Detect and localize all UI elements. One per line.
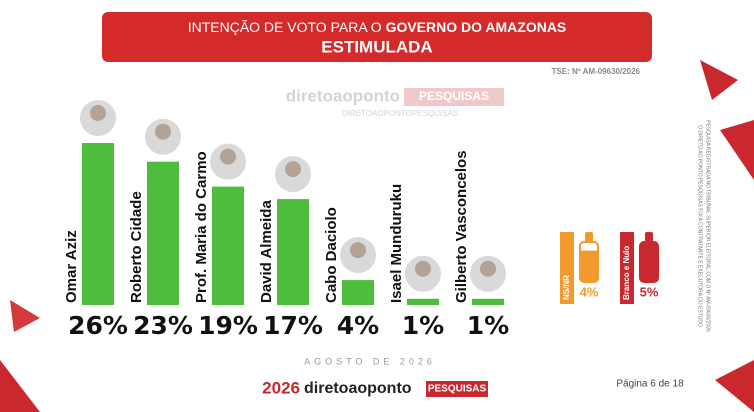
decor [720, 120, 754, 180]
photo-head [90, 105, 106, 121]
candidate-name: Roberto Cidade [128, 191, 145, 303]
legend-box [620, 232, 634, 304]
decor [715, 360, 754, 412]
photo-head [350, 242, 366, 259]
candidate-name: Prof. Maria do Carmo [193, 151, 210, 303]
value-label: 23% [133, 311, 193, 340]
footer-tag: PESQUISAS [428, 384, 487, 395]
chart-title: INTENÇÃO DE VOTO PARA O GOVERNO DO AMAZO… [188, 19, 567, 35]
photo-head [480, 260, 496, 277]
photo-head [415, 260, 431, 277]
decor [10, 300, 40, 332]
side-note: O DIRETO AO PONTO PESQUISAS FOI A CONTRA… [697, 125, 703, 327]
bottle-fill [581, 250, 597, 281]
candidate-name: Isael Munduruku [388, 184, 405, 303]
value-label: 17% [263, 311, 323, 340]
photo-head [155, 123, 171, 140]
title-banner [102, 12, 652, 62]
photo-head [285, 161, 301, 178]
candidate-name: Cabo Daciolo [323, 207, 340, 303]
candidate-name: David Almeida [258, 200, 275, 303]
footer-brand: diretoaoponto [304, 380, 412, 397]
footer-date: AGOSTO DE 2026 [304, 356, 436, 366]
value-label: 1% [402, 311, 444, 340]
subtitle: ESTIMULADA [321, 37, 432, 56]
value-label: 4% [337, 311, 379, 340]
bottle-cap [645, 232, 653, 242]
other-name: NS/NR [562, 275, 571, 300]
value-label: 19% [198, 311, 258, 340]
candidate-name: Omar Aziz [63, 230, 80, 303]
bar [147, 161, 179, 305]
bar [407, 298, 439, 305]
value-label: 1% [467, 311, 509, 340]
registration: TSE: Nº AM-09630/2026 [552, 67, 641, 76]
decor [0, 360, 40, 412]
bottle-cap [585, 232, 593, 242]
watermark-tag-bg [404, 88, 504, 106]
other-value: 4% [580, 284, 599, 299]
watermark-brand: diretoaoponto [286, 86, 400, 105]
bar [277, 199, 309, 305]
title-part: INTENÇÃO DE VOTO PARA O [188, 19, 382, 35]
other-value: 5% [640, 284, 659, 299]
watermark-tag: PESQUISAS [419, 89, 489, 103]
decor [700, 60, 738, 100]
bar [472, 298, 504, 305]
title-bold: GOVERNO DO AMAZONAS [386, 19, 567, 35]
footer-tag-bg [426, 381, 488, 397]
watermark-url: DIRETOAOPONTOPESQUISAS [342, 109, 458, 118]
page-number: Página 6 de 18 [616, 379, 684, 390]
watermark: diretoaoponto PESQUISAS DIRETOAOPONTOPES… [286, 86, 504, 118]
bottle-fill [641, 243, 657, 281]
side-note: PESQUISA REGISTRADA NO TRIBUNAL SUPERIOR… [705, 120, 711, 332]
candidate-name: Gilberto Vasconcelos [453, 150, 470, 303]
value-label: 26% [68, 311, 128, 340]
legend-box [560, 232, 574, 304]
bar [82, 143, 114, 305]
bar [342, 280, 374, 305]
footer-year: 2026 [262, 378, 300, 397]
photo-head [220, 148, 236, 165]
other-name: Branco e Nulo [622, 246, 631, 300]
bar [212, 186, 244, 305]
